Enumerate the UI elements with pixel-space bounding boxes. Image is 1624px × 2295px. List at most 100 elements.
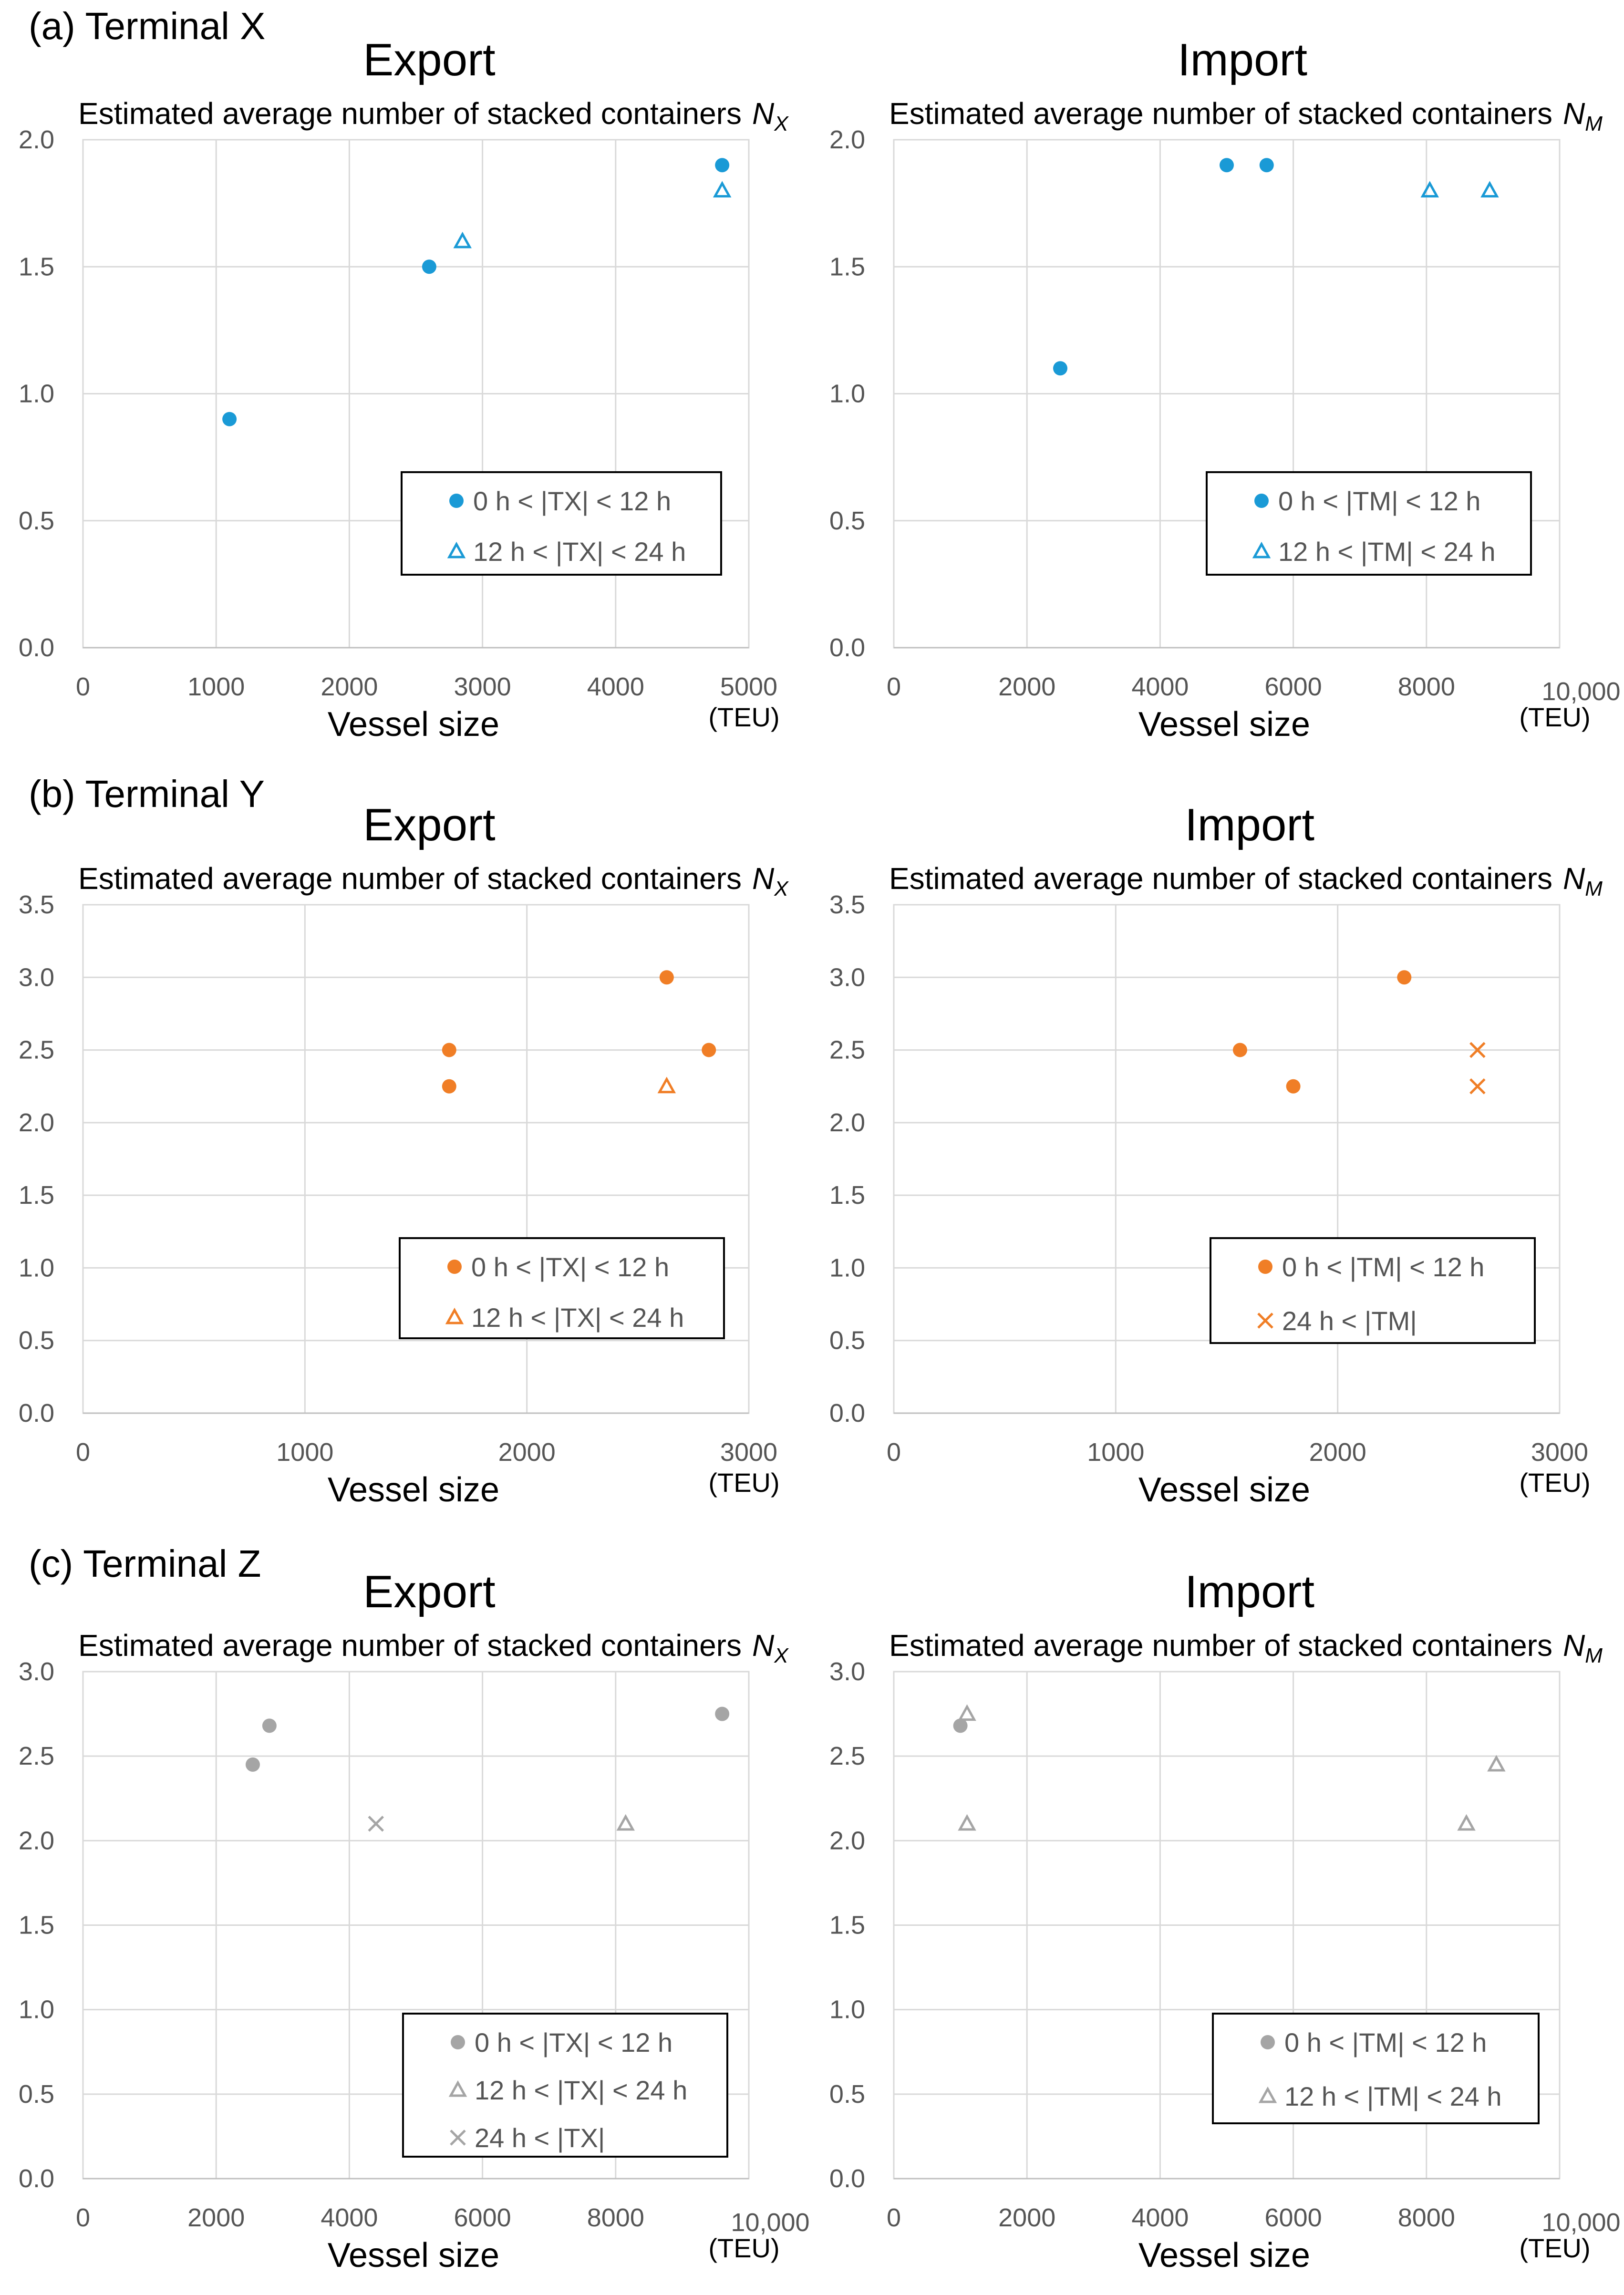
data-point bbox=[1457, 1814, 1476, 1831]
y-tick-label: 0.0 bbox=[829, 1399, 865, 1427]
legend-marker bbox=[448, 2080, 467, 2097]
legend-entry: 12 h < |TM| < 24 h bbox=[1278, 537, 1496, 567]
x-tick-label: 1000 bbox=[276, 1438, 333, 1467]
y-tick-label: 1.0 bbox=[829, 1253, 865, 1282]
y-tick-label: 2.5 bbox=[19, 1036, 54, 1065]
data-point bbox=[616, 1814, 635, 1831]
data-point bbox=[1487, 1755, 1506, 1772]
x-tick-label: 4000 bbox=[321, 2203, 378, 2232]
y-tick-label: 3.0 bbox=[829, 963, 865, 992]
y-tick-label: 2.0 bbox=[829, 125, 865, 154]
y-tick-label: 1.0 bbox=[19, 1253, 54, 1282]
data-point bbox=[715, 158, 730, 173]
y-tick-label: 0.5 bbox=[19, 507, 54, 535]
section-label-c: (c) Terminal Z bbox=[29, 1542, 261, 1585]
y-tick-label: 1.5 bbox=[829, 1911, 865, 1940]
x-tick-label: 4000 bbox=[1131, 2203, 1189, 2232]
data-point bbox=[422, 259, 436, 274]
x-tick-label: 10,000 bbox=[1541, 677, 1620, 706]
y-axis-label-text: Estimated average number of stacked cont… bbox=[78, 861, 742, 896]
data-point bbox=[1232, 1043, 1247, 1057]
chart-title: Export bbox=[363, 34, 495, 85]
y-tick-label: 1.0 bbox=[829, 1995, 865, 2024]
y-axis-label-text: Estimated average number of stacked cont… bbox=[889, 1628, 1552, 1663]
legend-entry: 12 h < |TM| < 24 h bbox=[1284, 2081, 1502, 2111]
x-axis-label: Vessel size bbox=[1138, 1471, 1310, 1509]
data-point bbox=[1220, 158, 1234, 173]
x-tick-label: 6000 bbox=[454, 2203, 511, 2232]
chart-title: Import bbox=[1185, 1566, 1314, 1617]
data-point bbox=[245, 1757, 260, 1772]
legend-entry: 12 h < |TX| < 24 h bbox=[471, 1303, 684, 1333]
y-tick-label: 0.0 bbox=[19, 633, 54, 662]
y-axis-symbol: N bbox=[1563, 96, 1585, 131]
data-point bbox=[1469, 1078, 1486, 1095]
data-point bbox=[222, 412, 237, 426]
legend-entry: 12 h < |TX| < 24 h bbox=[473, 537, 686, 567]
x-tick-label: 8000 bbox=[1398, 672, 1455, 701]
panel-terminal-x-import: Import Estimated average number of stacke… bbox=[829, 34, 1621, 744]
panel-terminal-z-export: Export Estimated average number of stacke… bbox=[19, 1566, 810, 2274]
x-axis-label: Vessel size bbox=[1138, 705, 1310, 744]
legend-marker bbox=[447, 1260, 462, 1274]
data-point bbox=[368, 1816, 384, 1832]
x-axis-unit: (TEU) bbox=[1519, 702, 1590, 732]
y-tick-label: 1.5 bbox=[19, 1911, 54, 1940]
y-axis-label: Estimated average number of stacked cont… bbox=[889, 1628, 1603, 1667]
y-tick-label: 2.5 bbox=[19, 1742, 54, 1770]
y-tick-label: 3.0 bbox=[829, 1657, 865, 1686]
x-tick-label: 2000 bbox=[498, 1438, 556, 1467]
x-tick-label: 2000 bbox=[998, 2203, 1055, 2232]
y-tick-label: 2.0 bbox=[829, 1108, 865, 1137]
data-point bbox=[953, 1718, 968, 1733]
legend-box bbox=[1210, 1237, 1536, 1344]
data-point bbox=[1480, 181, 1499, 197]
legend-marker bbox=[450, 2130, 466, 2146]
x-tick-label: 3000 bbox=[454, 672, 511, 701]
y-axis-label: Estimated average number of stacked cont… bbox=[78, 1628, 789, 1667]
legend-entry: 0 h < |TM| < 12 h bbox=[1284, 2027, 1487, 2057]
y-axis-label-text: Estimated average number of stacked cont… bbox=[889, 96, 1552, 131]
y-axis-label: Estimated average number of stacked cont… bbox=[78, 861, 789, 900]
legend-entry: 24 h < |TX| bbox=[475, 2123, 605, 2153]
y-axis-symbol: N bbox=[752, 96, 775, 131]
x-tick-label: 6000 bbox=[1265, 2203, 1322, 2232]
chart-title: Import bbox=[1178, 34, 1307, 85]
data-point bbox=[1397, 970, 1412, 985]
x-axis-unit: (TEU) bbox=[708, 702, 779, 732]
y-tick-label: 1.5 bbox=[829, 1181, 865, 1210]
data-point bbox=[1053, 361, 1067, 376]
legend-entry: 0 h < |TX| < 12 h bbox=[475, 2027, 672, 2057]
y-tick-label: 1.5 bbox=[19, 252, 54, 281]
panel-terminal-x-export: Export Estimated average number of stacke… bbox=[19, 34, 789, 744]
x-tick-label: 8000 bbox=[1398, 2203, 1455, 2232]
x-tick-label: 0 bbox=[76, 2203, 90, 2232]
y-tick-label: 0.5 bbox=[829, 2080, 865, 2109]
x-tick-label: 2000 bbox=[187, 2203, 245, 2232]
legend-marker bbox=[451, 2035, 465, 2049]
y-tick-label: 2.0 bbox=[19, 125, 54, 154]
legend-marker bbox=[449, 494, 464, 508]
y-tick-label: 1.0 bbox=[829, 380, 865, 408]
legend-marker bbox=[1254, 494, 1269, 508]
y-axis-label: Estimated average number of stacked cont… bbox=[78, 96, 789, 135]
x-tick-label: 6000 bbox=[1265, 672, 1322, 701]
x-tick-label: 4000 bbox=[1131, 672, 1189, 701]
x-axis-unit: (TEU) bbox=[708, 1468, 779, 1498]
x-tick-label: 3000 bbox=[720, 1438, 777, 1467]
y-tick-label: 2.0 bbox=[829, 1826, 865, 1855]
y-axis-symbol: N bbox=[752, 1628, 775, 1663]
data-point bbox=[453, 231, 472, 248]
x-axis-unit: (TEU) bbox=[1519, 1468, 1590, 1498]
legend-marker bbox=[1258, 1260, 1272, 1274]
x-tick-label: 0 bbox=[76, 672, 90, 701]
data-point bbox=[262, 1718, 277, 1733]
y-axis-subscript: X bbox=[774, 1644, 789, 1667]
x-tick-label: 10,000 bbox=[1541, 2208, 1620, 2237]
data-point bbox=[702, 1043, 716, 1057]
y-tick-label: 2.0 bbox=[19, 1826, 54, 1855]
x-tick-label: 2000 bbox=[998, 672, 1055, 701]
x-tick-label: 4000 bbox=[587, 672, 644, 701]
legend-entry: 0 h < |TX| < 12 h bbox=[473, 486, 671, 516]
